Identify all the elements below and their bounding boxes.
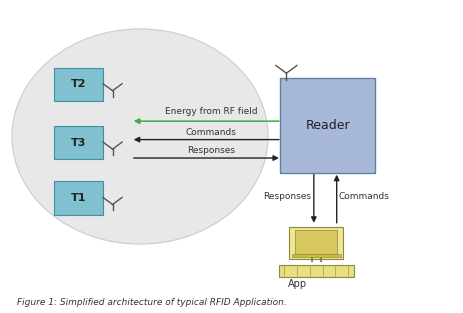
- FancyBboxPatch shape: [54, 68, 103, 101]
- Text: Responses: Responses: [187, 146, 235, 155]
- FancyBboxPatch shape: [292, 254, 341, 257]
- Ellipse shape: [12, 29, 268, 244]
- Text: Commands: Commands: [186, 127, 236, 136]
- FancyBboxPatch shape: [54, 126, 103, 159]
- Text: T1: T1: [70, 193, 86, 203]
- Text: T2: T2: [70, 79, 86, 89]
- Text: Responses: Responses: [263, 192, 312, 201]
- Text: App: App: [288, 280, 307, 290]
- FancyBboxPatch shape: [295, 230, 338, 254]
- FancyBboxPatch shape: [279, 265, 354, 277]
- Text: T3: T3: [70, 138, 86, 148]
- Text: Commands: Commands: [339, 192, 390, 201]
- FancyBboxPatch shape: [54, 182, 103, 215]
- Text: Reader: Reader: [305, 119, 350, 132]
- Text: Figure 1: Simplified architecture of typical RFID Application.: Figure 1: Simplified architecture of typ…: [17, 298, 286, 307]
- Text: Energy from RF field: Energy from RF field: [165, 107, 257, 115]
- FancyBboxPatch shape: [280, 79, 375, 173]
- FancyBboxPatch shape: [289, 227, 344, 259]
